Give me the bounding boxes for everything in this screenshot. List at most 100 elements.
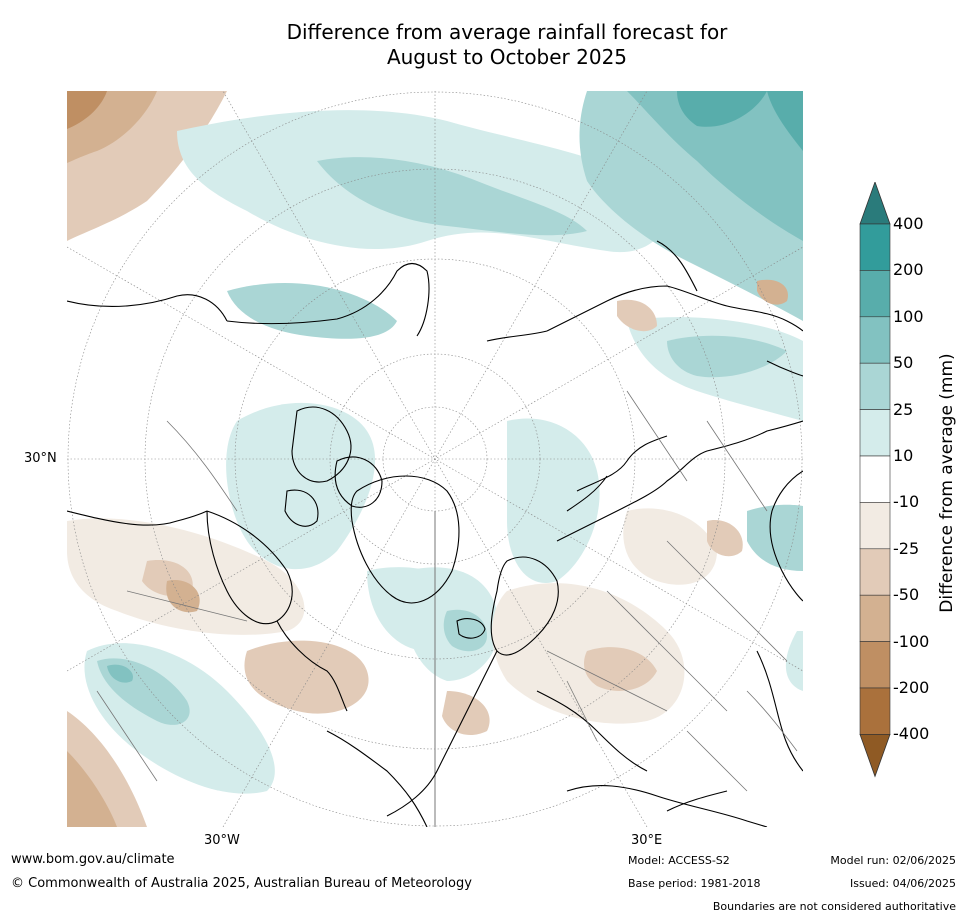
colorbar-extension-bottom: [859, 734, 891, 778]
colorbar-band: [859, 409, 891, 457]
colorbar-band: [859, 316, 891, 364]
wet-region-southeast: [785, 631, 803, 691]
coastline-east-asia: [769, 470, 803, 602]
border-europe-2: [566, 680, 598, 742]
coastline-novaya-zemlya: [566, 475, 608, 512]
title-line-2: August to October 2025: [386, 45, 628, 69]
colorbar-tick-label: -400: [893, 724, 930, 744]
coastline-iceland: [456, 618, 486, 639]
colorbar: [859, 182, 891, 778]
coastline-caribbean: [326, 730, 428, 827]
colorbar-band: [859, 223, 891, 271]
wet-region-arctic-canada: [226, 402, 376, 570]
coastline-labrador: [276, 620, 348, 712]
colorbar-tick-label: -50: [893, 585, 920, 605]
boundaries-note: Boundaries are not considered authoritat…: [712, 900, 956, 913]
meridian-60e-120w: [67, 246, 803, 672]
coastline-mediterranean: [536, 690, 648, 772]
border-central-asia: [666, 540, 788, 662]
colorbar-tick-label: 100: [893, 306, 924, 326]
coastline-red-sea: [666, 790, 728, 812]
coastline-kamchatka: [656, 240, 698, 292]
wet-region-far-east-max: [677, 91, 767, 127]
colorbar-band: [859, 641, 891, 689]
colorbar-bands: [859, 182, 891, 778]
colorbar-extension-top: [859, 182, 891, 225]
colorbar-tick-label: -200: [893, 678, 930, 697]
border-china-russia: [626, 390, 688, 482]
colorbar-tick-labels: 400 200 100 50 25 10 -10 -25 -50 -100 -200 -400: [893, 0, 953, 919]
border-iran: [746, 690, 798, 752]
chart-title: Difference from average rainfall forecas…: [0, 20, 965, 70]
colorbar-tick-label: 200: [893, 260, 924, 280]
rainfall-anomaly-map: [67, 91, 803, 827]
longitude-label-30e: 30°E: [631, 833, 663, 848]
anomaly-shading: [67, 91, 803, 827]
coastline-east-siberia: [546, 285, 803, 332]
graticule: [67, 91, 803, 827]
model-run-text: Model run: 02/06/2025: [830, 854, 956, 867]
colorbar-tick-label: 400: [893, 214, 924, 233]
website-link[interactable]: www.bom.gov.au/climate: [11, 852, 175, 867]
coastline-scandinavia: [490, 556, 559, 656]
colorbar-tick-label: 50: [893, 353, 914, 373]
wet-region-barents: [507, 418, 600, 583]
wet-region-north-pacific-core: [317, 157, 587, 236]
copyright-text: © Commonwealth of Australia 2025, Austra…: [11, 876, 472, 891]
title-line-1: Difference from average rainfall forecas…: [286, 20, 728, 44]
dry-region-eastern-europe: [584, 647, 657, 691]
coastline-arabia: [756, 650, 803, 772]
colorbar-title: Difference from average (mm): [937, 353, 957, 613]
border-us-canada: [126, 590, 248, 622]
colorbar-tick-label: 25: [893, 399, 914, 419]
latitude-label-30n: 30°N: [24, 451, 57, 466]
wet-region-east-asia-core: [667, 335, 787, 378]
colorbar-band: [859, 594, 891, 642]
dry-region-us-core: [166, 580, 200, 613]
wet-region-alaska-coast: [227, 282, 397, 339]
model-text: Model: ACCESS-S2: [628, 854, 730, 867]
colorbar-tick-label: -10: [893, 492, 920, 512]
colorbar-band: [859, 270, 891, 318]
colorbar-band: [859, 362, 891, 410]
colorbar-tick-label: 10: [893, 446, 914, 465]
border-middle-east: [686, 730, 748, 792]
map-canvas: [67, 91, 803, 827]
coastline-europe-west: [386, 650, 498, 817]
dry-region-central-asia: [623, 508, 717, 585]
coastlines: [67, 240, 803, 827]
colorbar-tick-label: -100: [893, 631, 930, 651]
border-europe-1: [546, 650, 668, 712]
border-canada-alaska: [166, 420, 238, 512]
base-period-text: Base period: 1981-2018: [628, 877, 761, 890]
wet-region-far-east-core: [627, 91, 803, 241]
coastline-north-africa: [566, 785, 768, 827]
wet-region-south-asia: [747, 504, 803, 571]
dry-region-siberia: [617, 299, 657, 332]
colorbar-band: [859, 687, 891, 735]
border-russia-kazakhstan: [606, 590, 728, 712]
colorbar-band: [859, 548, 891, 596]
issued-text: Issued: 04/06/2025: [849, 877, 956, 890]
dry-region-atlantic: [244, 640, 369, 714]
wet-region-far-east-edge: [767, 91, 803, 151]
coastline-canadian-islands-1: [291, 406, 352, 483]
coastline-canadian-islands-3: [284, 489, 319, 527]
coastline-russian-arctic: [556, 420, 803, 542]
coastline-north-america-west: [67, 510, 208, 526]
longitude-label-30w: 30°W: [204, 833, 240, 848]
colorbar-tick-label: -25: [893, 538, 920, 558]
dry-region-mexico-core: [67, 751, 117, 827]
coastline-siberia-north: [576, 435, 668, 492]
border-us-mexico: [96, 690, 158, 782]
coastline-alaska-west: [67, 294, 228, 322]
coastline-chukotka: [486, 330, 548, 342]
border-mongolia: [706, 420, 768, 512]
coastline-greenland: [350, 475, 460, 604]
colorbar-band: [859, 502, 891, 550]
country-borders: [96, 390, 798, 792]
coastline-alaska: [226, 262, 430, 337]
dry-region-central-asia-core: [707, 520, 743, 557]
wet-region-gulf-max: [107, 664, 133, 683]
dry-region-pacific-nw-max: [67, 91, 107, 129]
